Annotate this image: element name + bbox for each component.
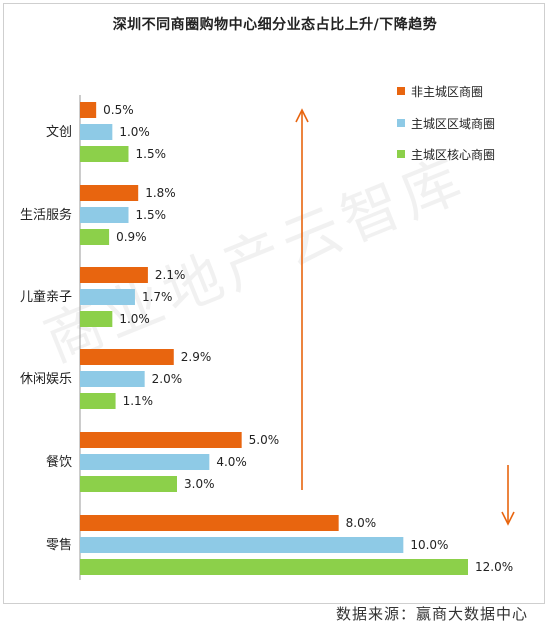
trend-arrows bbox=[295, 108, 515, 526]
bar bbox=[80, 311, 113, 327]
bar bbox=[80, 454, 210, 470]
up-arrow-head bbox=[295, 108, 309, 123]
legend-label: 非主城区商圈 bbox=[411, 84, 483, 99]
legend-label: 主城区核心商圈 bbox=[411, 147, 495, 162]
bar bbox=[80, 124, 113, 140]
data-label: 1.1% bbox=[123, 394, 154, 408]
bar bbox=[80, 207, 129, 223]
data-label: 1.0% bbox=[119, 312, 150, 326]
bar bbox=[80, 559, 468, 575]
bar bbox=[80, 146, 129, 162]
data-label: 2.0% bbox=[152, 372, 183, 386]
data-label: 2.9% bbox=[181, 350, 212, 364]
down-arrow-head bbox=[501, 511, 515, 526]
data-label: 1.8% bbox=[145, 186, 176, 200]
bar bbox=[80, 371, 145, 387]
bar bbox=[80, 185, 139, 201]
bar bbox=[80, 476, 177, 492]
data-label: 5.0% bbox=[249, 433, 280, 447]
bar bbox=[80, 537, 404, 553]
data-label: 4.0% bbox=[216, 455, 247, 469]
category-label: 文创 bbox=[46, 125, 72, 140]
bar bbox=[80, 289, 135, 305]
data-label: 0.5% bbox=[103, 103, 133, 117]
bars-layer bbox=[80, 102, 468, 575]
data-label: 1.5% bbox=[136, 208, 167, 222]
bar bbox=[80, 267, 148, 283]
legend-swatch bbox=[397, 87, 405, 95]
legend-swatch bbox=[397, 119, 405, 127]
data-label: 10.0% bbox=[410, 538, 448, 552]
data-label: 0.9% bbox=[116, 230, 147, 244]
bar bbox=[80, 229, 110, 245]
bar bbox=[80, 393, 116, 409]
data-label: 3.0% bbox=[184, 477, 215, 491]
category-label: 餐饮 bbox=[46, 454, 72, 470]
legend-label: 主城区区域商圈 bbox=[411, 116, 495, 131]
data-label: 12.0% bbox=[475, 560, 513, 574]
data-label: 1.0% bbox=[119, 125, 150, 139]
value-labels: 0.5% 1.0% 1.5% 1.8% 1.5% 0.9% 2.1% 1.7% 1.0% 2.9%… bbox=[103, 103, 513, 574]
bar bbox=[80, 515, 339, 531]
category-label: 儿童亲子 bbox=[20, 289, 72, 305]
data-label: 1.5% bbox=[136, 147, 167, 161]
data-label: 1.7% bbox=[142, 290, 173, 304]
data-source: 数据来源：赢商大数据中心 bbox=[335, 605, 528, 623]
data-label: 2.1% bbox=[155, 268, 186, 282]
category-label: 生活服务 bbox=[20, 207, 72, 223]
bar bbox=[80, 432, 242, 448]
bar bbox=[80, 349, 174, 365]
category-label: 零售 bbox=[46, 537, 72, 553]
legend-swatch bbox=[397, 150, 405, 158]
data-label: 8.0% bbox=[346, 516, 377, 530]
bar bbox=[80, 102, 97, 118]
category-label: 休闲娱乐 bbox=[20, 372, 72, 387]
chart-title: 深圳不同商圈购物中心细分业态占比上升/下降趋势 bbox=[112, 17, 438, 33]
